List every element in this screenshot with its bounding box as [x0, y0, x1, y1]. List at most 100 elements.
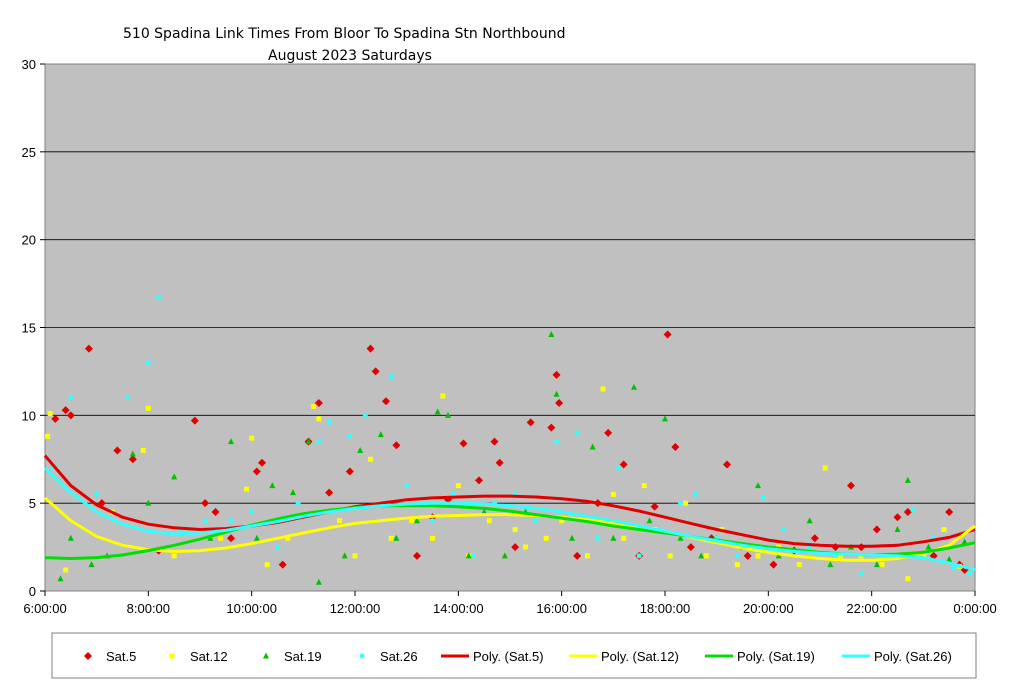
data-point	[585, 553, 590, 559]
data-point	[316, 439, 322, 445]
data-point	[945, 507, 954, 516]
data-point	[553, 390, 560, 397]
data-point	[145, 405, 151, 411]
data-point	[316, 416, 322, 422]
chart-title: 510 Spadina Link Times From Bloor To Spa…	[123, 26, 566, 42]
y-tick-label: 30	[22, 57, 36, 72]
legend-marker	[359, 653, 365, 659]
trendline	[44, 496, 976, 562]
data-point	[910, 507, 916, 513]
data-point	[290, 489, 296, 496]
data-point	[920, 553, 926, 559]
data-point	[382, 397, 390, 406]
x-tick-label: 6:00:00	[23, 601, 66, 616]
data-point	[414, 517, 420, 524]
data-point	[171, 553, 177, 559]
data-point	[377, 431, 384, 438]
data-point	[743, 551, 752, 560]
trendline	[43, 466, 976, 572]
data-point	[202, 518, 208, 524]
legend-marker	[169, 653, 175, 659]
data-point	[636, 553, 642, 559]
legend-label: Sat.26	[380, 649, 418, 664]
data-point	[734, 562, 740, 568]
data-point	[450, 491, 456, 497]
legend-box	[51, 632, 977, 679]
data-point	[66, 411, 75, 420]
data-point	[511, 543, 520, 552]
data-point	[211, 507, 220, 516]
data-point	[413, 551, 421, 560]
data-point	[604, 428, 613, 437]
data-point	[156, 295, 162, 301]
data-point	[678, 500, 683, 506]
data-point	[523, 544, 528, 550]
data-point	[409, 518, 415, 524]
data-point	[775, 552, 782, 559]
data-point	[686, 543, 695, 552]
data-point	[589, 443, 596, 450]
legend-label: Sat.19	[284, 649, 322, 664]
data-point	[113, 446, 122, 455]
data-point	[388, 535, 394, 541]
data-point	[663, 330, 672, 339]
gridlines	[45, 151, 975, 504]
data-point	[305, 438, 312, 445]
y-tick-label: 20	[22, 233, 36, 248]
x-tick-label: 12:00:00	[330, 601, 381, 616]
data-point	[781, 527, 787, 533]
data-point	[501, 552, 508, 559]
data-point	[315, 578, 322, 585]
data-point	[755, 553, 761, 559]
data-point	[94, 491, 100, 497]
data-point	[63, 567, 69, 573]
data-point	[946, 555, 953, 562]
data-point	[734, 553, 740, 559]
x-tick-label: 0:00:00	[953, 601, 996, 616]
data-point	[325, 488, 334, 497]
trendlines	[43, 454, 976, 572]
data-point	[723, 460, 731, 469]
x-tick-label: 8:00:00	[127, 601, 170, 616]
data-point	[822, 465, 828, 471]
data-point	[249, 435, 255, 441]
data-point	[600, 386, 606, 392]
data-point	[903, 507, 912, 516]
data-point	[810, 534, 819, 543]
data-point	[278, 560, 287, 569]
data-point	[827, 561, 834, 568]
x-axis-ticks: 6:00:00 8:00:00 10:00:00 12:00:00 14:00:00 16…	[23, 591, 997, 616]
data-point	[555, 399, 564, 408]
data-point	[388, 374, 394, 380]
legend-marker	[84, 652, 92, 660]
legend-label: Sat.12	[190, 649, 228, 664]
y-tick-label: 10	[22, 408, 36, 423]
legend-label: Poly. (Sat.12)	[601, 649, 679, 664]
data-point	[455, 483, 461, 489]
data-point	[471, 553, 477, 559]
chart-subtitle: August 2023 Saturdays	[268, 48, 432, 64]
data-point	[341, 552, 348, 559]
data-point	[796, 562, 802, 568]
data-point	[404, 483, 410, 489]
legend-marker	[263, 652, 269, 659]
data-point	[755, 482, 761, 489]
data-point	[569, 534, 575, 541]
trendline	[43, 454, 976, 548]
data-point	[475, 476, 483, 485]
data-point	[228, 518, 234, 524]
data-point	[465, 552, 472, 559]
data-point	[269, 482, 276, 489]
data-point	[57, 575, 64, 582]
data-point	[967, 570, 973, 576]
data-point	[311, 404, 317, 410]
data-point	[258, 458, 266, 467]
data-point	[352, 553, 358, 559]
data-point	[646, 517, 653, 524]
data-point	[337, 518, 342, 524]
data-point	[552, 370, 561, 379]
data-point	[873, 561, 880, 568]
data-point	[252, 467, 261, 476]
data-point	[879, 562, 885, 568]
data-point	[671, 442, 680, 451]
